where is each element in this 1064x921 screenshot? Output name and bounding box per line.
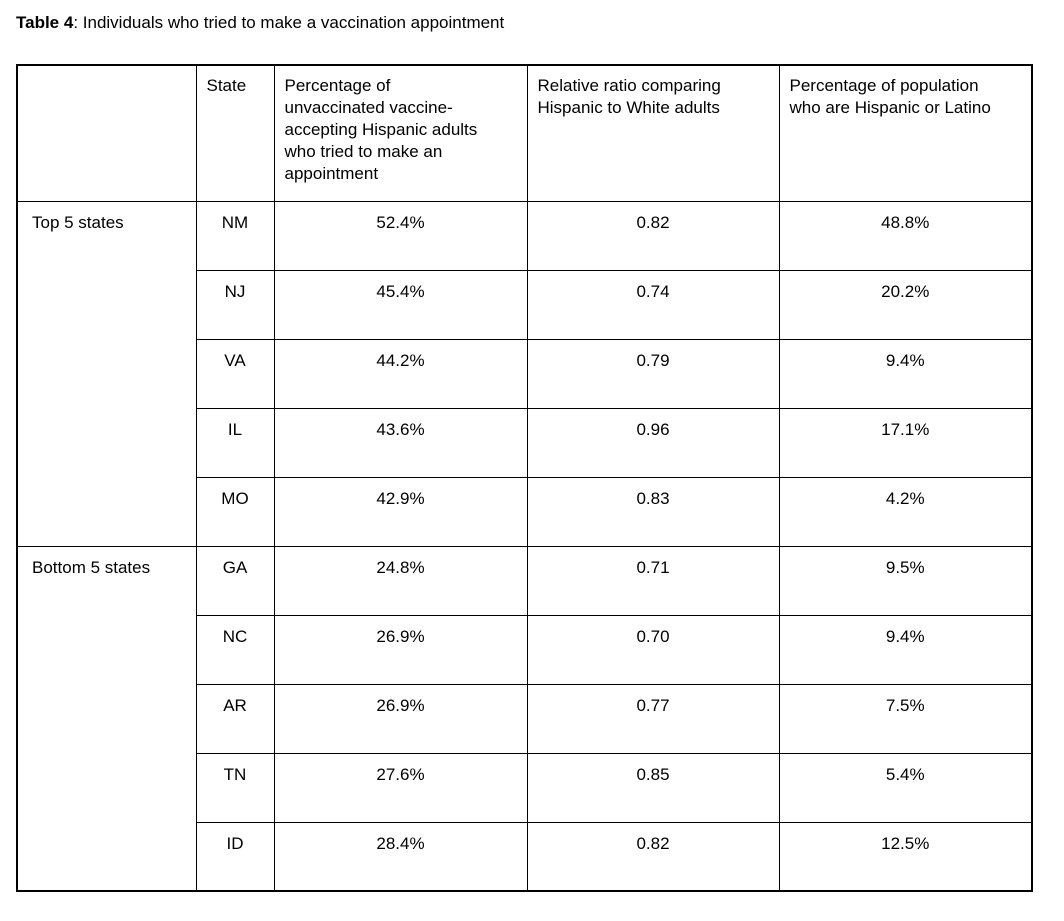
ratio-cell: 0.74 (526, 269, 780, 340)
ratio-cell: 0.77 (526, 683, 780, 754)
ratio-cell: 0.96 (526, 407, 780, 478)
hispanic-pop-pct-cell: 17.1% (778, 407, 1033, 478)
tried-pct-cell: 42.9% (273, 476, 528, 547)
hispanic-pop-pct-cell: 7.5% (778, 683, 1033, 754)
group-label-bottom5: Bottom 5 states (16, 545, 197, 892)
tried-pct-cell: 45.4% (273, 269, 528, 340)
header-cell-pct-hispanic-population: Percentage of population who are Hispani… (778, 64, 1033, 202)
tried-pct-cell: 52.4% (273, 200, 528, 271)
tried-pct-cell: 26.9% (273, 683, 528, 754)
state-cell: IL (195, 407, 275, 478)
hispanic-pop-pct-cell: 9.4% (778, 614, 1033, 685)
state-cell: ID (195, 821, 275, 892)
hispanic-pop-pct-cell: 20.2% (778, 269, 1033, 340)
state-cell: NM (195, 200, 275, 271)
header-cell-relative-ratio: Relative ratio comparing Hispanic to Whi… (526, 64, 780, 202)
header-cell-pct-tried-appointment: Percentage of unvaccinated vaccine- acce… (273, 64, 528, 202)
table-row-tn: TN 27.6% 0.85 5.4% (17, 752, 1033, 823)
tried-pct-cell: 24.8% (273, 545, 528, 616)
table-row-ar: AR 26.9% 0.77 7.5% (17, 683, 1033, 754)
table-row-mo: MO 42.9% 0.83 4.2% (17, 476, 1033, 547)
ratio-cell: 0.82 (526, 200, 780, 271)
table-caption: Table 4: Individuals who tried to make a… (16, 12, 1048, 34)
hispanic-pop-pct-cell: 9.5% (778, 545, 1033, 616)
hispanic-pop-pct-cell: 4.2% (778, 476, 1033, 547)
ratio-cell: 0.71 (526, 545, 780, 616)
state-cell: VA (195, 338, 275, 409)
ratio-cell: 0.70 (526, 614, 780, 685)
header-cell-state: State (195, 64, 275, 202)
ratio-cell: 0.79 (526, 338, 780, 409)
tried-pct-cell: 27.6% (273, 752, 528, 823)
state-cell: NJ (195, 269, 275, 340)
hispanic-pop-pct-cell: 9.4% (778, 338, 1033, 409)
ratio-cell: 0.82 (526, 821, 780, 892)
ratio-cell: 0.85 (526, 752, 780, 823)
header-cell-empty (16, 64, 197, 202)
state-cell: NC (195, 614, 275, 685)
table-caption-number: Table 4 (16, 13, 74, 32)
ratio-cell: 0.83 (526, 476, 780, 547)
hispanic-pop-pct-cell: 12.5% (778, 821, 1033, 892)
vaccination-appointment-table: State Percentage of unvaccinated vaccine… (16, 64, 1033, 892)
hispanic-pop-pct-cell: 48.8% (778, 200, 1033, 271)
group-label-top5: Top 5 states (16, 200, 197, 547)
table-row-nm: Top 5 states NM 52.4% 0.82 48.8% (16, 200, 1033, 547)
table-row-va: VA 44.2% 0.79 9.4% (17, 338, 1033, 409)
tried-pct-cell: 43.6% (273, 407, 528, 478)
table-row-ga: Bottom 5 states GA 24.8% 0.71 9.5% (16, 545, 1033, 892)
tried-pct-cell: 28.4% (273, 821, 528, 892)
state-cell: TN (195, 752, 275, 823)
table-row-il: IL 43.6% 0.96 17.1% (17, 407, 1033, 478)
table-row-id: ID 28.4% 0.82 12.5% (17, 821, 1033, 892)
document-page: Table 4: Individuals who tried to make a… (16, 12, 1048, 892)
tried-pct-cell: 44.2% (273, 338, 528, 409)
header-row: State Percentage of unvaccinated vaccine… (16, 64, 1033, 202)
table-caption-text: : Individuals who tried to make a vaccin… (73, 13, 505, 32)
state-cell: MO (195, 476, 275, 547)
state-cell: GA (195, 545, 275, 616)
hispanic-pop-pct-cell: 5.4% (778, 752, 1033, 823)
table-row-nj: NJ 45.4% 0.74 20.2% (17, 269, 1033, 340)
table-row-nc: NC 26.9% 0.70 9.4% (17, 614, 1033, 685)
tried-pct-cell: 26.9% (273, 614, 528, 685)
state-cell: AR (195, 683, 275, 754)
